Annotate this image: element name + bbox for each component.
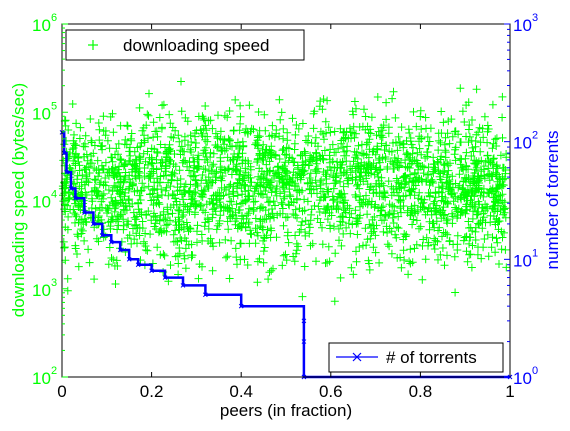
y-left-tick-label: 10 bbox=[32, 193, 51, 212]
torrent-point bbox=[82, 210, 87, 215]
y-left-tick-label: 10 bbox=[32, 369, 51, 388]
torrent-point bbox=[61, 150, 67, 156]
y-axis-left-label: downloading speed (bytes/sec) bbox=[9, 83, 28, 317]
torrent-point bbox=[301, 339, 307, 344]
torrent-point bbox=[301, 318, 307, 324]
y-right-tick-exp: 3 bbox=[532, 12, 538, 24]
ticks-layer: 0 0.2 0.4 0.6 0.8 110 210 310 410 510 610 010 110 210… bbox=[32, 12, 538, 401]
torrent-point bbox=[108, 239, 114, 245]
torrent-point bbox=[91, 221, 96, 227]
y-right-tick-exp: 2 bbox=[532, 130, 538, 142]
x-tick-label: 1 bbox=[505, 382, 514, 401]
torrent-point bbox=[64, 169, 69, 175]
y-right-tick-label: 10 bbox=[513, 369, 532, 388]
y-left-tick-exp: 2 bbox=[51, 365, 57, 377]
y-right-tick-exp: 0 bbox=[532, 365, 538, 377]
y-left-tick-label: 10 bbox=[32, 16, 51, 35]
legend-torrents-marker bbox=[336, 352, 378, 362]
torrent-curve-layer bbox=[59, 129, 513, 380]
torrent-point bbox=[68, 186, 74, 191]
y-axis-right-label: number of torrents bbox=[543, 131, 562, 270]
torrent-point bbox=[135, 262, 141, 268]
y-left-tick-exp: 3 bbox=[51, 277, 57, 289]
torrent-point bbox=[238, 303, 244, 309]
speed-scatter-layer bbox=[58, 77, 511, 306]
legend-torrents: # of torrents bbox=[328, 342, 504, 373]
y-right-tick-label: 10 bbox=[513, 251, 532, 270]
x-tick-label: 0.4 bbox=[229, 382, 253, 401]
x-tick-label: 0.2 bbox=[140, 382, 164, 401]
torrent-point bbox=[149, 268, 154, 274]
x-tick-label: 0 bbox=[57, 382, 66, 401]
x-axis-label: peers (in fraction) bbox=[220, 401, 352, 420]
legend-speed-marker bbox=[88, 40, 98, 50]
torrent-point bbox=[117, 247, 123, 253]
y-left-tick-label: 10 bbox=[32, 104, 51, 123]
y-right-tick-label: 10 bbox=[513, 134, 532, 153]
torrent-point bbox=[180, 283, 186, 288]
y-left-tick-label: 10 bbox=[32, 281, 51, 300]
y-right-tick-exp: 1 bbox=[532, 247, 538, 259]
torrent-point bbox=[126, 256, 132, 262]
x-tick-label: 0.8 bbox=[409, 382, 433, 401]
legend-speed: downloading speed bbox=[65, 29, 305, 61]
x-tick-label: 0.6 bbox=[319, 382, 343, 401]
torrent-point bbox=[203, 292, 208, 298]
torrent-point bbox=[99, 232, 105, 238]
legend-torrents-label: # of torrents bbox=[386, 348, 477, 367]
y-left-tick-exp: 5 bbox=[51, 100, 57, 112]
torrent-line bbox=[62, 131, 510, 379]
legend-speed-label: downloading speed bbox=[123, 36, 270, 55]
torrent-point bbox=[162, 275, 168, 280]
y-left-tick-exp: 6 bbox=[51, 12, 57, 24]
torrent-point bbox=[73, 195, 78, 201]
speed-point bbox=[58, 77, 511, 306]
y-right-tick-label: 10 bbox=[513, 16, 532, 35]
y-left-tick-exp: 4 bbox=[51, 189, 57, 201]
legend-speed-box bbox=[65, 29, 305, 61]
